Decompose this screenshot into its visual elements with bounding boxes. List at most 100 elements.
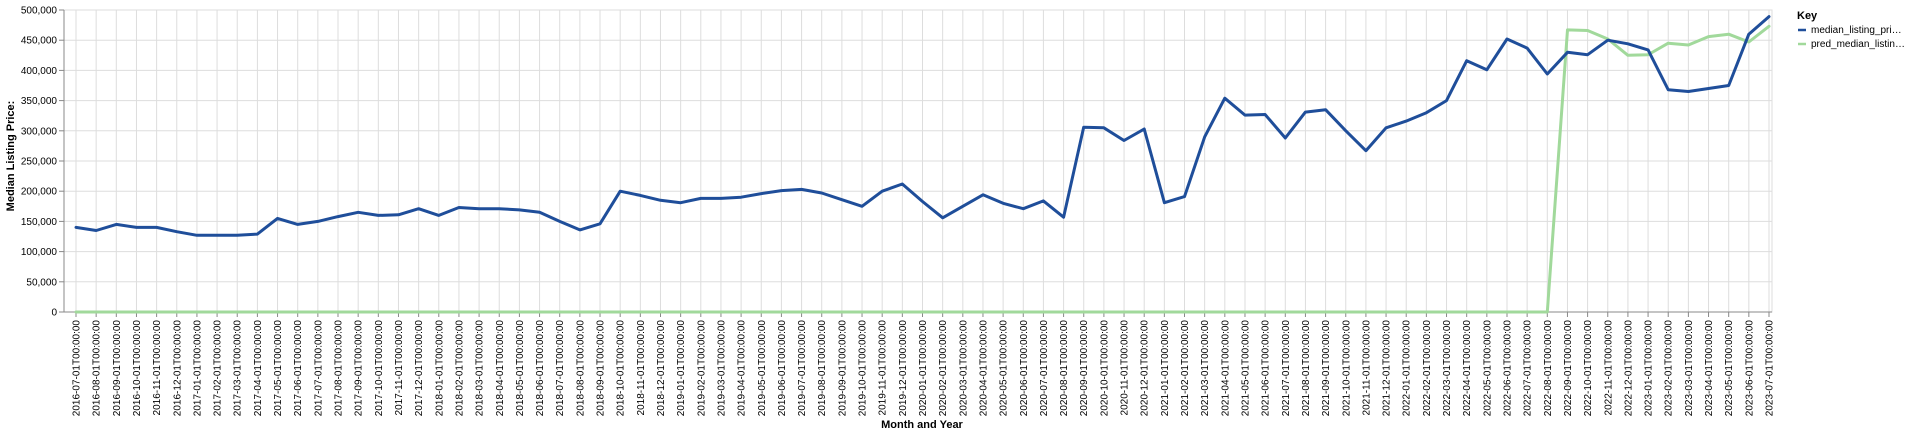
x-tick-label: 2021-02-01T00:00:00: [1180, 320, 1191, 417]
x-tick-label: 2016-10-01T00:00:00: [132, 320, 143, 417]
x-tick-label: 2020-01-01T00:00:00: [918, 320, 929, 417]
x-tick-label: 2023-04-01T00:00:00: [1704, 320, 1715, 417]
x-tick-label: 2016-07-01T00:00:00: [72, 320, 83, 417]
x-tick-label: 2021-11-01T00:00:00: [1361, 320, 1372, 416]
y-tick-label: 50,000: [26, 277, 57, 288]
y-tick-label: 500,000: [21, 6, 58, 17]
legend-label: median_listing_pri…: [1811, 25, 1902, 36]
x-tick-label: 2019-01-01T00:00:00: [676, 320, 687, 417]
x-tick-label: 2022-03-01T00:00:00: [1442, 320, 1453, 417]
x-tick-label: 2018-12-01T00:00:00: [656, 320, 667, 417]
x-tick-label: 2018-03-01T00:00:00: [475, 320, 486, 417]
x-tick-label: 2019-07-01T00:00:00: [797, 320, 808, 417]
x-tick-label: 2020-10-01T00:00:00: [1099, 320, 1110, 417]
x-tick-label: 2022-07-01T00:00:00: [1523, 320, 1534, 417]
x-tick-label: 2017-02-01T00:00:00: [213, 320, 224, 417]
x-tick-label: 2023-06-01T00:00:00: [1744, 320, 1755, 417]
x-tick-label: 2021-12-01T00:00:00: [1382, 320, 1393, 417]
x-tick-label: 2022-06-01T00:00:00: [1502, 320, 1513, 417]
x-tick-label: 2023-05-01T00:00:00: [1724, 320, 1735, 417]
x-tick-label: 2019-08-01T00:00:00: [817, 320, 828, 417]
grid-lines: [63, 9, 1773, 313]
x-tick-label: 2021-05-01T00:00:00: [1240, 320, 1251, 417]
x-tick-label: 2022-01-01T00:00:00: [1402, 320, 1413, 417]
x-tick-label: 2018-06-01T00:00:00: [535, 320, 546, 417]
x-tick-label: 2022-05-01T00:00:00: [1482, 320, 1493, 417]
y-tick-label: 100,000: [21, 247, 58, 258]
series-line: [74, 24, 1771, 314]
x-tick-label: 2023-03-01T00:00:00: [1684, 320, 1695, 417]
x-tick-label: 2023-01-01T00:00:00: [1644, 320, 1655, 417]
y-axis-title: Median Listing Price:: [5, 101, 17, 212]
x-tick-label: 2019-09-01T00:00:00: [837, 320, 848, 417]
x-tick-label: 2023-02-01T00:00:00: [1664, 320, 1675, 417]
x-tick-label: 2017-12-01T00:00:00: [414, 320, 425, 417]
x-tick-label: 2022-12-01T00:00:00: [1623, 320, 1634, 417]
x-tick-label: 2021-09-01T00:00:00: [1321, 320, 1332, 417]
x-tick-label: 2019-05-01T00:00:00: [757, 320, 768, 417]
x-tick-label: 2019-11-01T00:00:00: [878, 320, 889, 416]
y-tick-label: 350,000: [21, 96, 58, 107]
x-tick-label: 2019-02-01T00:00:00: [696, 320, 707, 417]
x-tick-label: 2018-04-01T00:00:00: [495, 320, 506, 417]
x-tick-label: 2021-01-01T00:00:00: [1160, 320, 1171, 417]
x-tick-label: 2019-10-01T00:00:00: [858, 320, 869, 417]
x-tick-label: 2016-11-01T00:00:00: [152, 320, 163, 416]
x-tick-label: 2016-09-01T00:00:00: [112, 320, 123, 417]
x-tick-label: 2017-10-01T00:00:00: [374, 320, 385, 417]
x-tick-label: 2019-04-01T00:00:00: [737, 320, 748, 417]
x-tick-label: 2017-03-01T00:00:00: [233, 320, 244, 417]
x-tick-label: 2017-01-01T00:00:00: [192, 320, 203, 417]
x-tick-label: 2018-02-01T00:00:00: [454, 320, 465, 417]
y-axis: 0 50,000 100,000 150,000 200,000 250,000 300,0…: [21, 6, 65, 319]
y-tick-label: 400,000: [21, 66, 58, 77]
x-tick-label: 2018-05-01T00:00:00: [515, 320, 526, 417]
x-tick-label: 2020-06-01T00:00:00: [1019, 320, 1030, 417]
x-tick-label: 2022-09-01T00:00:00: [1563, 320, 1574, 417]
x-tick-label: 2018-07-01T00:00:00: [555, 320, 566, 417]
x-tick-label: 2020-12-01T00:00:00: [1140, 320, 1151, 417]
x-tick-label: 2020-05-01T00:00:00: [999, 320, 1010, 417]
x-tick-label: 2018-10-01T00:00:00: [616, 320, 627, 417]
x-tick-label: 2020-04-01T00:00:00: [978, 320, 989, 417]
y-tick-label: 200,000: [21, 187, 58, 198]
x-tick-label: 2016-12-01T00:00:00: [172, 320, 183, 417]
x-tick-label: 2019-06-01T00:00:00: [777, 320, 788, 417]
x-tick-label: 2021-10-01T00:00:00: [1341, 320, 1352, 417]
legend-label: pred_median_listin…: [1811, 39, 1905, 50]
x-tick-label: 2020-11-01T00:00:00: [1120, 320, 1131, 416]
x-tick-label: 2018-09-01T00:00:00: [596, 320, 607, 417]
x-tick-label: 2021-04-01T00:00:00: [1220, 320, 1231, 417]
series-lines: [74, 15, 1771, 314]
x-tick-label: 2020-03-01T00:00:00: [958, 320, 969, 417]
x-tick-label: 2017-08-01T00:00:00: [334, 320, 345, 417]
x-tick-label: 2021-08-01T00:00:00: [1301, 320, 1312, 417]
x-tick-label: 2017-11-01T00:00:00: [394, 320, 405, 416]
x-axis: 2016-07-01T00:00:00 2016-08-01T00:00:00 20…: [64, 311, 1776, 417]
x-tick-label: 2020-09-01T00:00:00: [1079, 320, 1090, 417]
legend: Key median_listing_pri… pred_median_listi…: [1797, 10, 1905, 50]
x-tick-label: 2022-02-01T00:00:00: [1422, 320, 1433, 417]
series-line: [74, 15, 1771, 237]
x-tick-label: 2022-08-01T00:00:00: [1543, 320, 1554, 417]
x-tick-label: 2022-11-01T00:00:00: [1603, 320, 1614, 416]
x-tick-label: 2017-06-01T00:00:00: [293, 320, 304, 417]
x-tick-label: 2019-03-01T00:00:00: [716, 320, 727, 417]
y-tick-label: 0: [51, 308, 57, 319]
x-tick-label: 2021-03-01T00:00:00: [1200, 320, 1211, 417]
x-tick-label: 2016-08-01T00:00:00: [92, 320, 103, 417]
x-tick-label: 2020-02-01T00:00:00: [938, 320, 949, 417]
x-tick-label: 2020-07-01T00:00:00: [1039, 320, 1050, 417]
x-tick-label: 2017-04-01T00:00:00: [253, 320, 264, 417]
y-tick-label: 250,000: [21, 157, 58, 168]
x-tick-label: 2017-07-01T00:00:00: [313, 320, 324, 417]
x-tick-label: 2022-04-01T00:00:00: [1462, 320, 1473, 417]
x-tick-label: 2018-08-01T00:00:00: [575, 320, 586, 417]
x-tick-label: 2021-07-01T00:00:00: [1281, 320, 1292, 417]
x-tick-label: 2023-07-01T00:00:00: [1765, 320, 1776, 417]
legend-title: Key: [1797, 10, 1818, 22]
x-tick-label: 2017-09-01T00:00:00: [354, 320, 365, 417]
x-tick-label: 2020-08-01T00:00:00: [1059, 320, 1070, 417]
